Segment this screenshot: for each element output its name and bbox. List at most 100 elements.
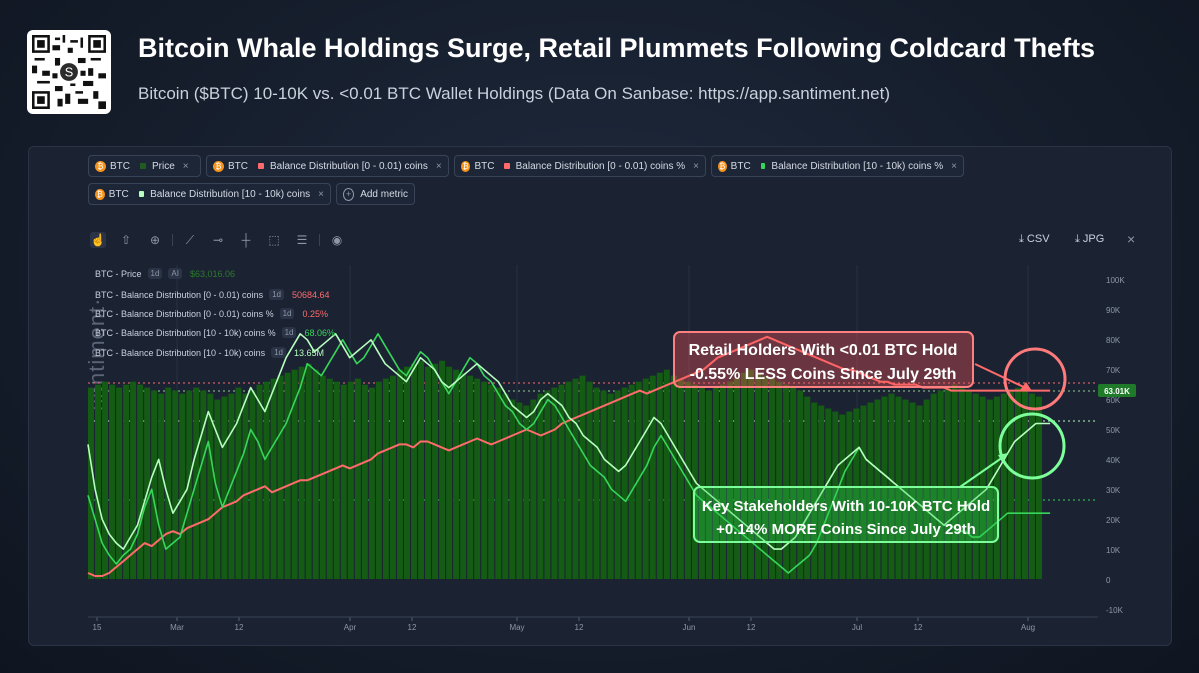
price-bar (1035, 396, 1042, 579)
legend-tag: 1d (271, 347, 286, 358)
chip-label: Price (152, 160, 175, 172)
price-bar (628, 384, 635, 579)
vertical-line-icon[interactable]: ┼ (241, 233, 251, 247)
price-bar (544, 390, 551, 579)
price-bar (965, 390, 972, 579)
price-bar (993, 396, 1000, 579)
price-bar (200, 390, 207, 579)
eye-icon[interactable]: ◉ (331, 233, 343, 247)
add-metric-button[interactable]: + Add metric (336, 183, 415, 205)
retail-highlight-circle (1003, 347, 1067, 411)
price-bar (797, 390, 804, 579)
retail-arrow-head (1020, 382, 1032, 391)
remove-metric-icon[interactable]: × (318, 188, 324, 200)
y-tick-label: 50K (1106, 426, 1121, 435)
whale-callout-line2: +0.14% MORE Coins Since July 29th (716, 521, 976, 538)
chip-asset: BTC (730, 160, 751, 172)
remove-metric-icon[interactable]: × (182, 160, 189, 172)
price-bar (361, 384, 368, 579)
legend-label: BTC - Balance Distribution [10 - 10k) co… (95, 327, 276, 338)
x-tick-label: Jul (852, 623, 862, 632)
price-bar (263, 381, 270, 579)
metric-chip-price[interactable]: ₿ BTC Price × (88, 155, 201, 177)
x-tick-label: May (509, 623, 524, 632)
zoom-icon[interactable]: ⊕ (149, 233, 161, 247)
price-bar (284, 372, 291, 579)
price-bar (755, 372, 762, 579)
series-color-swatch (504, 163, 510, 169)
price-bar (558, 384, 565, 579)
price-bar (102, 381, 109, 579)
price-bar (937, 390, 944, 579)
price-bar (509, 399, 516, 579)
price-bar (481, 381, 488, 579)
y-tick-label: 60K (1106, 396, 1121, 405)
page-title: Bitcoin Whale Holdings Surge, Retail Plu… (138, 33, 1096, 63)
metric-chip-retail-coins[interactable]: ₿ BTC Balance Distribution [0 - 0.01) co… (206, 155, 449, 177)
line-tool-icon[interactable]: ⟋ (185, 233, 195, 247)
legend-row-whale-coins: BTC - Balance Distribution [10 - 10k) co… (95, 347, 324, 358)
price-bar (354, 378, 361, 579)
csv-label: CSV (1026, 233, 1050, 245)
price-bar (305, 363, 312, 579)
legend-tag: 1d (147, 268, 163, 279)
price-bar (312, 369, 319, 579)
price-bar (389, 375, 396, 579)
price-bar (790, 387, 797, 579)
remove-metric-icon[interactable]: × (435, 160, 442, 172)
cursor-icon[interactable]: ☝ (90, 232, 106, 248)
y-tick-label: 30K (1106, 486, 1121, 495)
x-tick-label: 12 (235, 623, 244, 632)
price-bar (347, 381, 354, 579)
whale-coins-line (87, 332, 1051, 550)
chip-asset: BTC (474, 160, 495, 172)
x-tick-label: Apr (344, 623, 357, 632)
add-metric-label: Add metric (360, 188, 408, 200)
legend-tag: 1d (281, 327, 297, 338)
metric-chip-whale-pct[interactable]: ₿ BTC Balance Distribution [10 - 10k) co… (711, 155, 964, 177)
price-bar (319, 375, 326, 579)
price-bar (333, 381, 340, 579)
price-bar (277, 375, 284, 579)
export-csv-button[interactable]: ⤓ CSV (1019, 233, 1050, 246)
x-axis: 15 Mar 12 Apr 12 May 12 Jun 12 Jul 12 Aug (88, 616, 1098, 632)
legend-value: $63,016.06 (189, 268, 236, 279)
series-lines (87, 332, 1051, 577)
fibonacci-icon[interactable]: ☰ (296, 233, 308, 247)
price-bar (207, 393, 214, 579)
metric-chip-retail-pct[interactable]: ₿ BTC Balance Distribution [0 - 0.01) co… (454, 155, 706, 177)
price-bar (403, 366, 410, 579)
price-bar (1028, 393, 1035, 579)
whale-arrow (959, 454, 1007, 488)
price-bar (109, 384, 116, 579)
remove-metric-icon[interactable]: × (693, 160, 699, 172)
price-bar (144, 387, 151, 579)
metric-chip-whale-coins[interactable]: ₿ BTC Balance Distribution [10 - 10k) co… (88, 183, 331, 205)
rectangle-icon[interactable]: ⬚ (268, 233, 280, 247)
price-bar (642, 378, 649, 579)
price-bar (340, 384, 347, 579)
price-bar (698, 387, 705, 579)
horizontal-line-icon[interactable]: ⊸ (212, 233, 224, 247)
legend-row-whale-pct: BTC - Balance Distribution [10 - 10k) co… (95, 327, 335, 338)
price-bar (432, 363, 439, 579)
price-bar (727, 381, 733, 579)
price-bar (719, 384, 726, 579)
price-bar (1014, 387, 1021, 579)
price-bar (439, 360, 446, 579)
price-bar (186, 390, 193, 579)
price-bar (130, 381, 137, 579)
legend-label: BTC - Balance Distribution [0 - 0.01) co… (95, 308, 274, 319)
price-bar (474, 378, 481, 579)
export-jpg-button[interactable]: ⤓ JPG (1075, 233, 1104, 246)
arrow-up-icon[interactable]: ⇧ (120, 233, 132, 247)
y-tick-label: 20K (1106, 516, 1121, 525)
qr-code: S (27, 30, 111, 114)
price-bar (537, 393, 544, 579)
price-bar (221, 396, 228, 579)
retail-callout-line2: -0.55% LESS Coins Since July 29th (690, 366, 957, 383)
close-chart-icon[interactable]: × (1127, 231, 1136, 247)
remove-metric-icon[interactable]: × (951, 160, 957, 172)
legend-label: BTC - Balance Distribution [10 - 10k) co… (95, 347, 266, 358)
legend-value: 68.06% (304, 327, 336, 338)
